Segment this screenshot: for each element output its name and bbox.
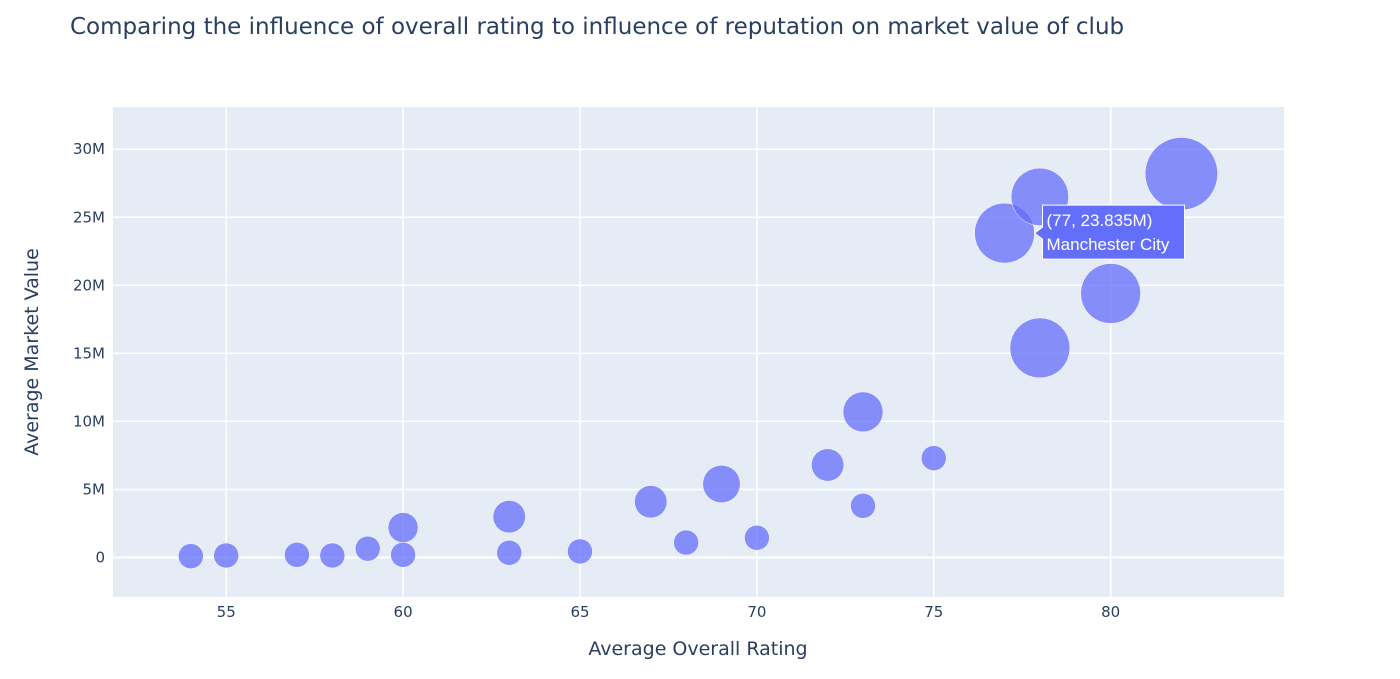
data-point[interactable] — [921, 445, 947, 471]
x-tick-label: 55 — [217, 603, 236, 621]
y-tick-label: 20M — [73, 276, 105, 294]
x-axis-ticks: 55 60 65 70 75 80 — [217, 603, 1121, 621]
data-point[interactable] — [496, 540, 522, 566]
y-tick-label: 5M — [83, 480, 106, 498]
data-point[interactable] — [1144, 137, 1218, 211]
tooltip-coordinates: (77, 23.835M) — [1047, 211, 1153, 230]
data-point[interactable] — [850, 493, 876, 519]
data-point[interactable] — [213, 542, 239, 569]
y-axis-ticks: 0 5M 10M 15M 20M 25M 30M — [73, 140, 105, 566]
data-point[interactable] — [567, 538, 593, 565]
data-point[interactable] — [178, 543, 204, 569]
x-tick-label: 75 — [924, 603, 943, 621]
data-point[interactable] — [702, 465, 741, 504]
y-tick-label: 15M — [73, 344, 105, 362]
y-axis-label: Average Market Value — [21, 248, 43, 456]
y-tick-label: 10M — [73, 412, 105, 430]
data-point[interactable] — [354, 535, 381, 562]
data-point[interactable] — [811, 448, 845, 482]
data-point[interactable] — [284, 542, 310, 568]
data-point[interactable] — [387, 512, 419, 543]
x-tick-label: 80 — [1101, 603, 1120, 621]
data-point[interactable] — [744, 525, 770, 551]
data-point[interactable] — [390, 542, 416, 568]
hover-tooltip: (77, 23.835M) Manchester City — [1033, 204, 1186, 260]
y-tick-label: 0 — [95, 549, 105, 567]
tooltip-box — [1033, 204, 1186, 260]
data-point[interactable] — [1009, 317, 1071, 379]
tooltip-club-name: Manchester City — [1047, 235, 1170, 254]
x-tick-label: 60 — [394, 603, 413, 621]
y-tick-label: 25M — [73, 208, 105, 226]
data-point[interactable] — [319, 542, 346, 569]
x-axis-label: Average Overall Rating — [588, 638, 807, 660]
x-tick-label: 65 — [570, 603, 589, 621]
plot-area — [113, 107, 1284, 597]
data-points[interactable] — [178, 137, 1218, 569]
y-tick-label: 30M — [73, 140, 105, 158]
data-point[interactable] — [634, 485, 668, 519]
data-point[interactable] — [673, 529, 699, 556]
data-point[interactable] — [842, 391, 884, 433]
data-point[interactable] — [492, 500, 526, 534]
chart-title: Comparing the influence of overall ratin… — [70, 14, 1125, 40]
x-tick-label: 70 — [747, 603, 766, 621]
data-point[interactable] — [1080, 263, 1141, 324]
